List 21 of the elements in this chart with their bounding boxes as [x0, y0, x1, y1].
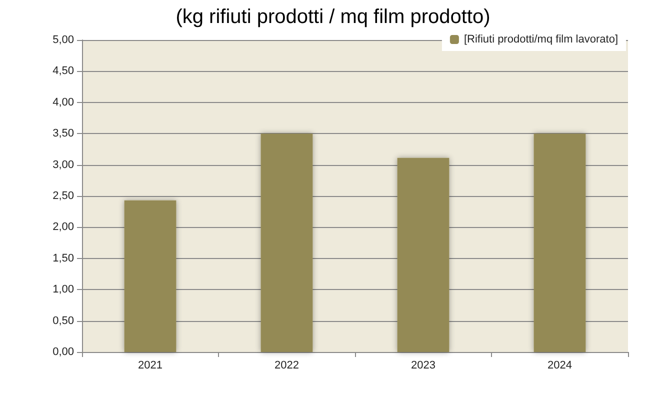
bar [124, 200, 176, 352]
y-tick-label: 3,00 [52, 158, 74, 171]
y-tick-label: 4,50 [52, 65, 74, 78]
y-tick-label: 4,00 [52, 96, 74, 108]
x-tick-label: 2024 [548, 360, 572, 372]
y-tick-label: 2,50 [52, 190, 74, 202]
x-tick-label: 2022 [274, 360, 299, 372]
x-tick-label: 2023 [411, 360, 436, 372]
legend-label: [Rifiuti prodotti/mq film lavorato] [464, 34, 618, 46]
y-tick-label: 2,00 [52, 221, 74, 234]
y-tick-label: 3,50 [52, 128, 74, 140]
y-tick-label: 1,00 [52, 284, 74, 296]
y-tick-label: 0,00 [52, 346, 74, 358]
bar [534, 134, 586, 352]
chart-title: (kg rifiuti prodotti / mq film prodotto) [176, 6, 490, 28]
y-tick-label: 0,50 [52, 314, 74, 327]
bar [260, 134, 313, 352]
y-tick-label: 5,00 [52, 34, 74, 46]
x-tick-label: 2021 [138, 360, 162, 372]
bar [397, 158, 450, 352]
y-tick-label: 1,50 [52, 252, 74, 264]
